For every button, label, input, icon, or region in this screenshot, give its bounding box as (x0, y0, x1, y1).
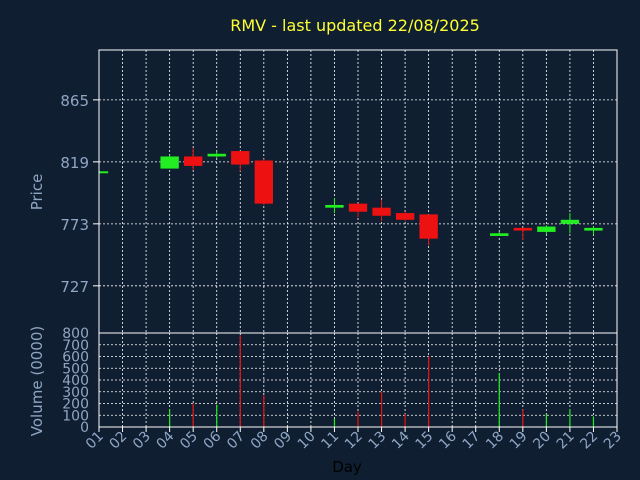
x-tick-label: 13 (365, 429, 389, 453)
candle-body (99, 171, 109, 174)
x-tick-label: 23 (601, 429, 625, 453)
candle-body (160, 156, 179, 169)
candle-body (372, 207, 391, 216)
x-tick-label: 15 (413, 429, 437, 453)
price-grid (99, 50, 617, 333)
candle-body (254, 160, 274, 204)
x-tick-label: 05 (177, 429, 201, 453)
volume-axis-label: Volume (0000) (28, 326, 46, 436)
price-ytick-label: 727 (60, 278, 89, 296)
candle-body (325, 204, 344, 208)
x-tick-label: 10 (295, 429, 319, 453)
price-yticks: 727 773 819 865 (60, 92, 99, 296)
x-tick-label: 03 (130, 429, 154, 453)
volume-ytick-label: 500 (62, 361, 89, 377)
x-tick-label: 20 (530, 429, 554, 453)
x-axis-label: Day (332, 458, 362, 476)
candle-body (395, 213, 415, 220)
x-tick-label: 14 (389, 428, 413, 452)
x-tick-label: 12 (342, 429, 366, 453)
price-ytick-label: 819 (60, 154, 89, 172)
x-tick-label: 17 (460, 429, 484, 453)
volume-ytick-label: 300 (62, 385, 89, 401)
price-ytick-label: 773 (60, 216, 89, 234)
volume-bars (98, 335, 595, 427)
volume-ytick-label: 800 (62, 326, 89, 342)
volume-ytick-label: 100 (62, 408, 89, 424)
x-tick-label: 22 (577, 429, 601, 453)
volume-ytick-label: 700 (62, 338, 89, 354)
x-tick-label: 16 (436, 428, 460, 452)
x-tick-label: 11 (318, 429, 342, 453)
volume-ytick-label: 0 (80, 420, 89, 436)
candle-body (231, 151, 250, 165)
volume-ytick-label: 400 (62, 373, 89, 389)
x-tick-label: 09 (271, 429, 295, 453)
candle-body (537, 226, 556, 232)
candle-body (490, 233, 509, 236)
x-tick-label: 08 (248, 429, 272, 453)
candle-body (513, 227, 533, 231)
x-tick-label: 07 (224, 429, 248, 453)
candle-body (348, 203, 368, 212)
volume-ytick-label: 600 (62, 350, 89, 366)
x-tick-label: 18 (483, 429, 507, 453)
candles (99, 148, 603, 246)
candle-body (560, 219, 580, 224)
x-tick-label: 02 (106, 429, 130, 453)
chart-title: RMV - last updated 22/08/2025 (230, 16, 480, 35)
volume-ytick-label: 200 (62, 397, 89, 413)
price-ytick-label: 865 (60, 92, 89, 110)
x-tick-label: 19 (507, 429, 531, 453)
x-tick-label: 21 (554, 429, 578, 453)
candle-body (419, 214, 438, 239)
price-axis-label: Price (28, 174, 46, 211)
candle-body (183, 156, 203, 166)
candle-body (584, 227, 603, 231)
x-axis-ticks: 01 02 03 04 05 06 07 08 09 10 11 12 13 14 15 16 17 18 19 20… (83, 427, 625, 452)
x-tick-label: 06 (201, 428, 225, 452)
x-tick-label: 04 (154, 428, 178, 452)
candle-body (207, 153, 226, 157)
